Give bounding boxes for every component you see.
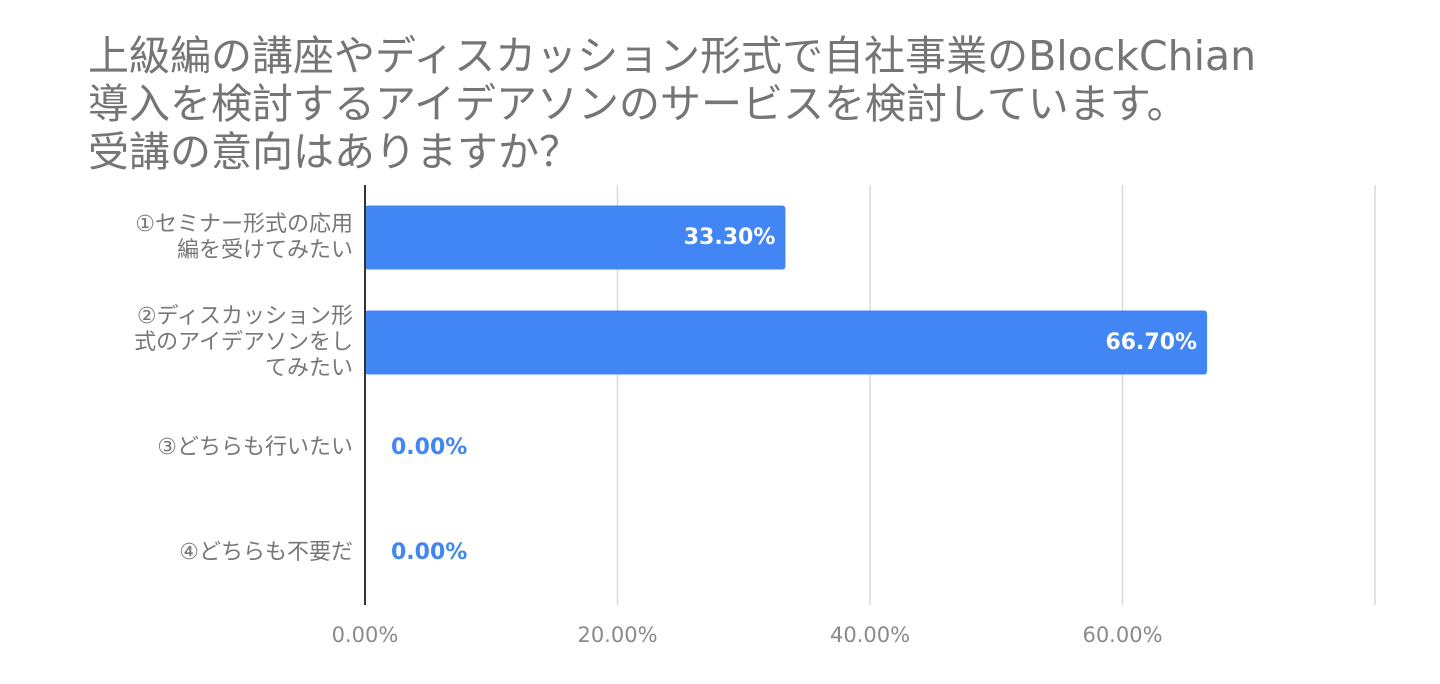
data-label-1: 33.30% xyxy=(684,225,776,250)
x-tick-label-0: 0.00% xyxy=(332,623,399,647)
category-label-1: ①セミナー形式の応用編を受けてみたい xyxy=(135,212,353,263)
data-label-2: 66.70% xyxy=(1105,330,1197,355)
category-label-2: ②ディスカッション形式のアイデアソンをしてみたい xyxy=(134,304,353,381)
bar-1 xyxy=(365,205,786,270)
x-tick-label-2: 40.00% xyxy=(830,623,910,647)
category-label-3: ③どちらも行いたい xyxy=(157,435,353,460)
category-label-4: ④どちらも不要だ xyxy=(179,540,353,565)
x-tick-label-3: 60.00% xyxy=(1082,623,1162,647)
chart-title: 上級編の講座やディスカッション形式で自社事業のBlockChian 導入を検討す… xyxy=(88,32,1257,176)
data-label-3: 0.00% xyxy=(391,435,467,460)
x-tick-label-1: 20.00% xyxy=(577,623,657,647)
bar-2 xyxy=(365,310,1208,375)
data-label-4: 0.00% xyxy=(391,540,467,565)
